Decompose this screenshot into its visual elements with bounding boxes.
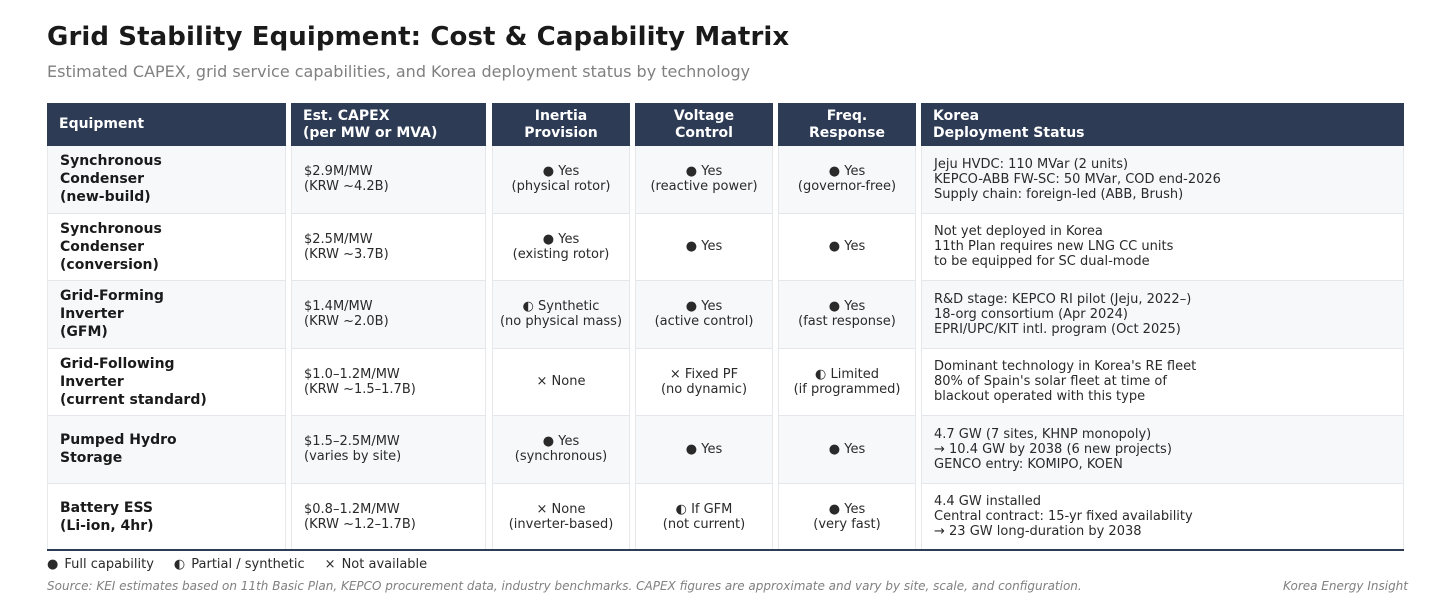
cell-text: R&D stage: KEPCO RI pilot (Jeju, 2022–) … (934, 291, 1192, 337)
cell-text: $1.0–1.2M/MW (KRW ~1.5–1.7B) (304, 366, 416, 397)
table-cell-equipment: Pumped Hydro Storage (47, 416, 286, 484)
cell-text: × Fixed PF (no dynamic) (660, 366, 748, 397)
cell-text: Synchronous Condenser (new-build) (60, 153, 162, 206)
cell-text: $2.5M/MW (KRW ~3.7B) (304, 231, 389, 262)
table-cell-equipment: Synchronous Condenser (new-build) (47, 146, 286, 214)
table-cell-capex: $1.0–1.2M/MW (KRW ~1.5–1.7B) (291, 348, 486, 416)
cell-text: $0.8–1.2M/MW (KRW ~1.2–1.7B) (304, 501, 416, 532)
table-cell-inertia: ● Yes (existing rotor) (492, 213, 630, 281)
cell-text: ● Yes (fast response) (798, 299, 896, 330)
table-cell-inertia: ● Yes (physical rotor) (492, 146, 630, 214)
table-cell-equipment: Grid-Following Inverter (current standar… (47, 348, 286, 416)
table-cell-voltage: ● Yes (635, 213, 773, 281)
table-cell-frequency: ● Yes (778, 213, 916, 281)
column-header-voltage: Voltage Control (635, 103, 773, 146)
cell-text: Dominant technology in Korea's RE fleet … (934, 359, 1197, 405)
cell-text: Pumped Hydro Storage (60, 432, 177, 467)
table-bottom-rule (47, 549, 1404, 551)
table-cell-inertia: × None (inverter-based) (492, 483, 630, 551)
table-cell-status: 4.4 GW installed Central contract: 15-yr… (921, 483, 1404, 551)
table-cell-frequency: ● Yes (778, 416, 916, 484)
table-cell-voltage: ● Yes (reactive power) (635, 146, 773, 214)
table-cell-capex: $1.5–2.5M/MW (varies by site) (291, 416, 486, 484)
cell-text: ◐ Limited (if programmed) (793, 366, 901, 397)
table-cell-inertia: ● Yes (synchronous) (492, 416, 630, 484)
cell-text: 4.4 GW installed Central contract: 15-yr… (934, 494, 1193, 540)
cell-text: $2.9M/MW (KRW ~4.2B) (304, 164, 389, 195)
legend-item-full: ● Full capability (47, 557, 154, 572)
table-cell-voltage: ● Yes (active control) (635, 281, 773, 349)
column-header-inertia: Inertia Provision (492, 103, 630, 146)
cell-text: ● Yes (physical rotor) (511, 164, 611, 195)
cell-text: ● Yes (828, 441, 866, 457)
cell-text: Grid-Following Inverter (current standar… (60, 355, 207, 408)
brand-credit: Korea Energy Insight (1283, 579, 1408, 593)
page-title: Grid Stability Equipment: Cost & Capabil… (47, 22, 790, 52)
table-cell-capex: $0.8–1.2M/MW (KRW ~1.2–1.7B) (291, 483, 486, 551)
column-header-label: Est. CAPEX (per MW or MVA) (303, 107, 438, 141)
half-circle-icon: ◐ (173, 557, 186, 572)
column-header-status: Korea Deployment Status (921, 103, 1404, 146)
cell-text: $1.5–2.5M/MW (varies by site) (304, 434, 402, 465)
legend-label-full: Full capability (64, 557, 154, 572)
table-cell-equipment: Battery ESS (Li-ion, 4hr) (47, 483, 286, 551)
column-header-label: Freq. Response (808, 107, 886, 141)
column-header-label: Voltage Control (673, 107, 735, 141)
legend-label-none: Not available (341, 557, 428, 572)
table-cell-status: Not yet deployed in Korea 11th Plan requ… (921, 213, 1404, 281)
table-cell-status: Dominant technology in Korea's RE fleet … (921, 348, 1404, 416)
column-header-label: Inertia Provision (524, 107, 598, 141)
cell-text: Not yet deployed in Korea 11th Plan requ… (934, 224, 1174, 270)
cell-text: ◐ Synthetic (no physical mass) (499, 299, 623, 330)
cell-text: ● Yes (synchronous) (514, 434, 608, 465)
cell-text: ● Yes (828, 239, 866, 255)
column-header-label: Korea Deployment Status (933, 107, 1085, 141)
table-cell-status: Jeju HVDC: 110 MVar (2 units) KEPCO-ABB … (921, 146, 1404, 214)
table-cell-equipment: Grid-Forming Inverter (GFM) (47, 281, 286, 349)
legend-item-partial: ◐ Partial / synthetic (174, 557, 305, 572)
column-header-label: Equipment (59, 116, 145, 132)
table-cell-inertia: ◐ Synthetic (no physical mass) (492, 281, 630, 349)
cell-text: ◐ If GFM (not current) (662, 501, 746, 532)
table-cell-status: 4.7 GW (7 sites, KHNP monopoly) → 10.4 G… (921, 416, 1404, 484)
cross-icon: × (324, 557, 336, 572)
legend-item-none: × Not available (325, 557, 428, 572)
cell-text: × None (inverter-based) (508, 501, 614, 532)
cell-text: ● Yes (685, 239, 723, 255)
table-cell-frequency: ◐ Limited (if programmed) (778, 348, 916, 416)
table-cell-frequency: ● Yes (very fast) (778, 483, 916, 551)
cell-text: ● Yes (reactive power) (650, 164, 758, 195)
table-cell-capex: $2.5M/MW (KRW ~3.7B) (291, 213, 486, 281)
page-subtitle: Estimated CAPEX, grid service capabiliti… (47, 62, 751, 81)
column-header-frequency: Freq. Response (778, 103, 916, 146)
cell-text: $1.4M/MW (KRW ~2.0B) (304, 299, 389, 330)
table-cell-capex: $1.4M/MW (KRW ~2.0B) (291, 281, 486, 349)
cell-text: × None (536, 374, 586, 390)
table-cell-frequency: ● Yes (fast response) (778, 281, 916, 349)
table-cell-voltage: × Fixed PF (no dynamic) (635, 348, 773, 416)
cell-text: ● Yes (active control) (654, 299, 754, 330)
legend-label-partial: Partial / synthetic (191, 557, 305, 572)
table-cell-voltage: ◐ If GFM (not current) (635, 483, 773, 551)
cell-text: ● Yes (685, 441, 723, 457)
column-header-capex: Est. CAPEX (per MW or MVA) (291, 103, 486, 146)
source-note: Source: KEI estimates based on 11th Basi… (47, 579, 1082, 593)
table-cell-status: R&D stage: KEPCO RI pilot (Jeju, 2022–) … (921, 281, 1404, 349)
table-cell-capex: $2.9M/MW (KRW ~4.2B) (291, 146, 486, 214)
legend: ● Full capability ◐ Partial / synthetic … (47, 557, 427, 572)
cell-text: Jeju HVDC: 110 MVar (2 units) KEPCO-ABB … (934, 156, 1221, 202)
cell-text: ● Yes (existing rotor) (512, 231, 610, 262)
table-cell-inertia: × None (492, 348, 630, 416)
cell-text: Synchronous Condenser (conversion) (60, 220, 162, 273)
cell-text: Battery ESS (Li-ion, 4hr) (60, 499, 154, 534)
column-header-equipment: Equipment (47, 103, 286, 146)
cell-text: 4.7 GW (7 sites, KHNP monopoly) → 10.4 G… (934, 426, 1172, 472)
cell-text: Grid-Forming Inverter (GFM) (60, 288, 164, 341)
cell-text: ● Yes (governor-free) (797, 164, 897, 195)
table-cell-frequency: ● Yes (governor-free) (778, 146, 916, 214)
full-circle-icon: ● (47, 557, 59, 572)
cell-text: ● Yes (very fast) (813, 501, 881, 532)
table-cell-voltage: ● Yes (635, 416, 773, 484)
table-cell-equipment: Synchronous Condenser (conversion) (47, 213, 286, 281)
